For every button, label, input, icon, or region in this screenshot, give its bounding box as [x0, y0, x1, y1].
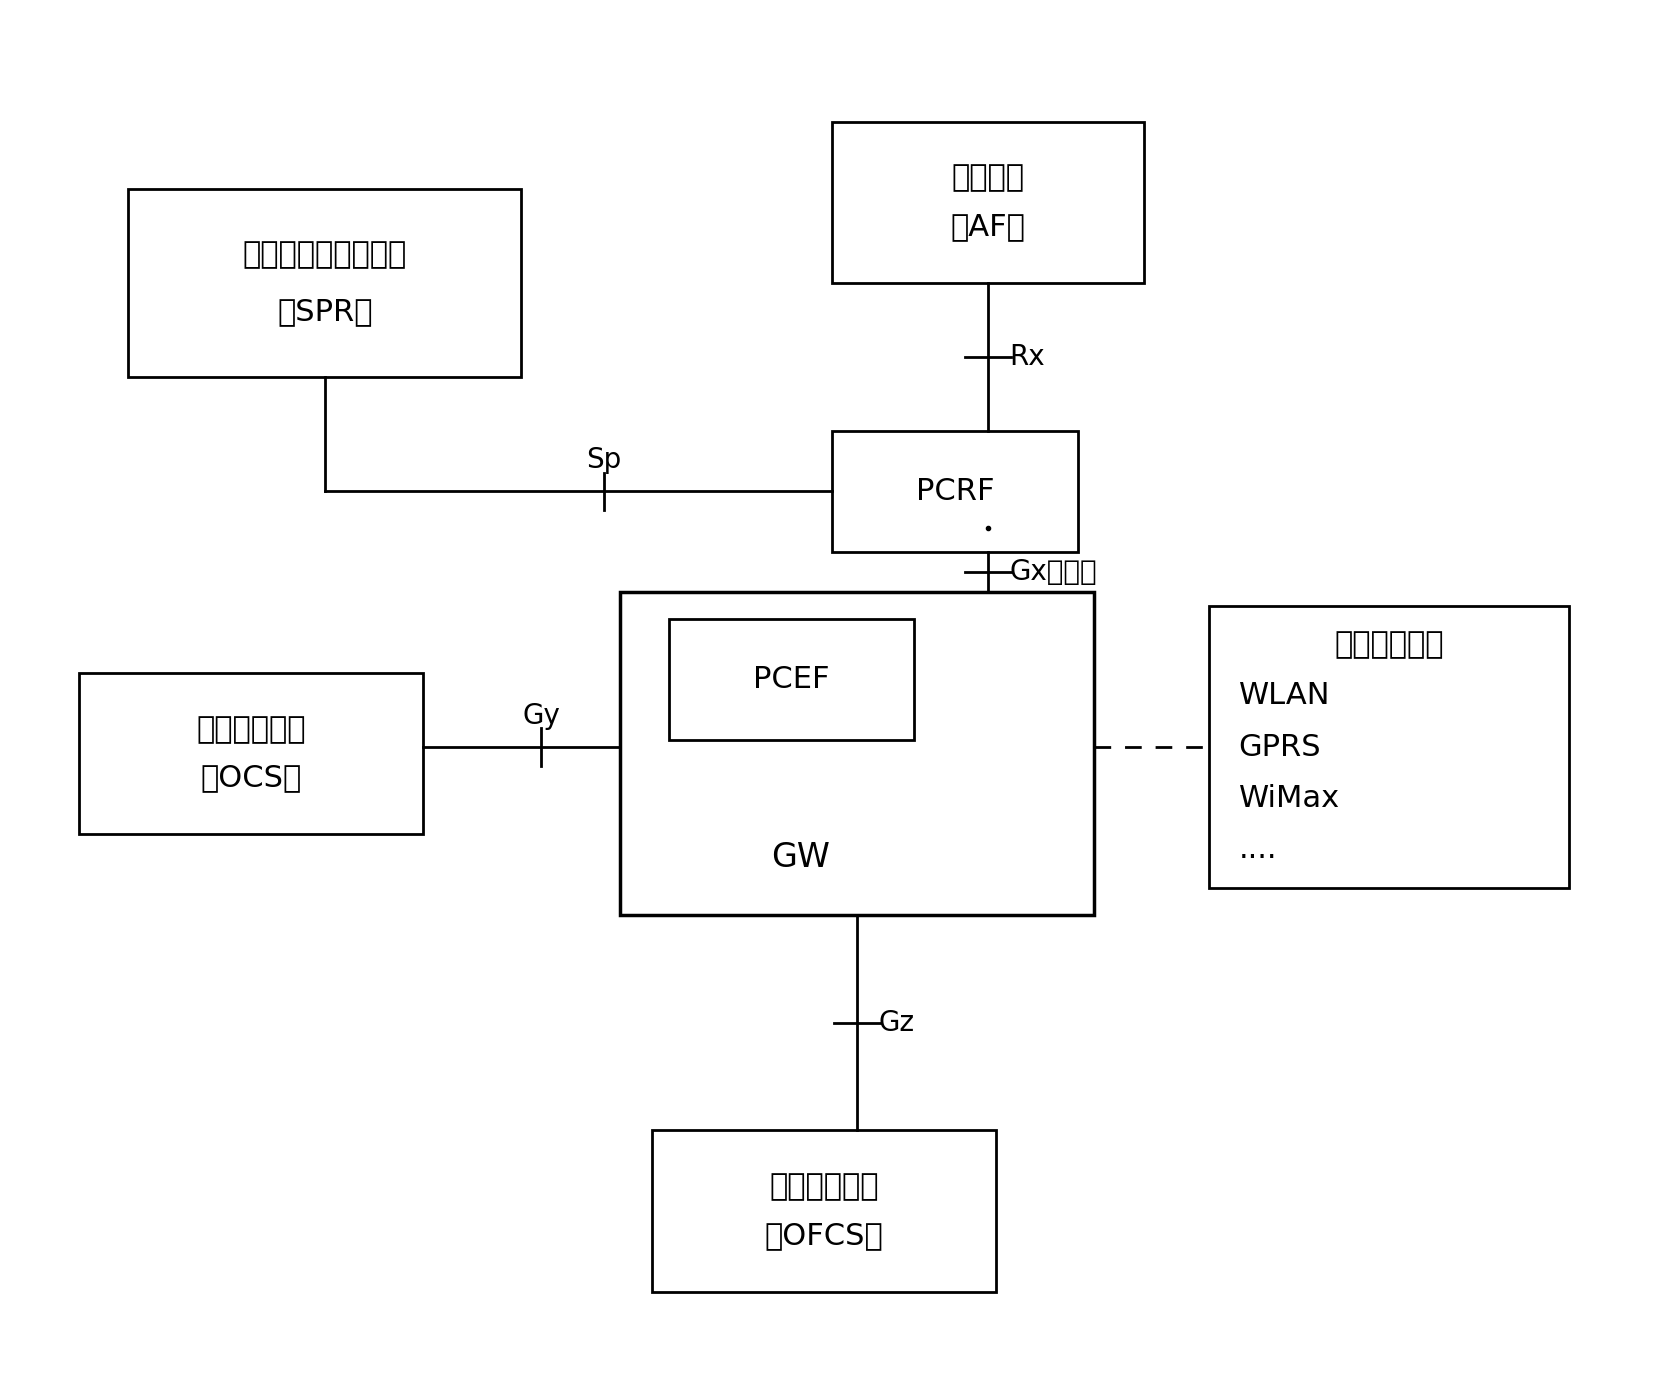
Text: （OCS）: （OCS） [201, 763, 301, 792]
Text: WLAN: WLAN [1238, 681, 1330, 710]
Text: Gx参考点: Gx参考点 [1008, 559, 1097, 586]
Text: PCRF: PCRF [915, 476, 993, 505]
Text: （OFCS）: （OFCS） [764, 1221, 884, 1249]
Text: 各种接入技术: 各种接入技术 [1333, 630, 1443, 659]
Text: Rx: Rx [1008, 343, 1045, 371]
Text: 离线计费系统: 离线计费系统 [769, 1173, 879, 1201]
Text: 用户签约信息数据库: 用户签约信息数据库 [243, 240, 406, 269]
Text: ....: .... [1238, 835, 1276, 864]
Bar [1208, 605, 1567, 888]
Text: Sp: Sp [586, 446, 621, 474]
Bar [832, 431, 1077, 552]
Bar [652, 1130, 995, 1292]
Text: （SPR）: （SPR） [276, 297, 373, 325]
Text: Gy: Gy [522, 702, 559, 729]
Bar [619, 592, 1093, 916]
Bar [80, 673, 423, 835]
Bar [669, 619, 914, 740]
Bar [128, 188, 521, 378]
Text: PCEF: PCEF [752, 666, 829, 695]
Text: WiMax: WiMax [1238, 784, 1340, 813]
Text: GW: GW [770, 840, 829, 873]
Text: 应用实体: 应用实体 [950, 163, 1023, 192]
Text: （AF）: （AF） [950, 211, 1025, 240]
Text: Gz: Gz [879, 1009, 914, 1037]
Text: 在线计费系统: 在线计费系统 [196, 715, 306, 744]
Text: GPRS: GPRS [1238, 733, 1320, 762]
Bar [832, 121, 1143, 283]
